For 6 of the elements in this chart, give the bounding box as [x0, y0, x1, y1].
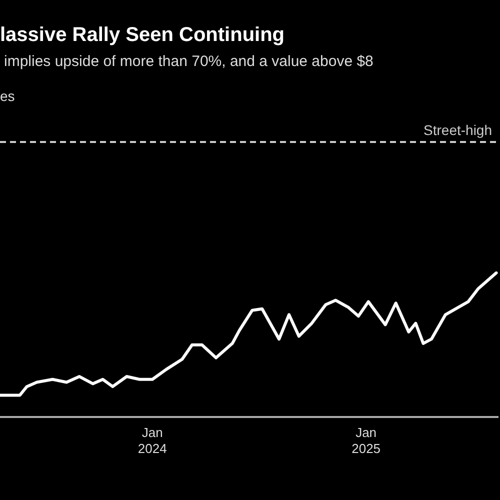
chart-title: lassive Rally Seen Continuing [0, 24, 285, 47]
x-tick-label: Jan 2024 [138, 425, 167, 456]
chart-subtitle: implies upside of more than 70%, and a value above $8 [4, 53, 374, 70]
text: es [0, 88, 15, 104]
x-tick-label: Jan 2025 [352, 425, 381, 456]
ref-line-label: Street-high [424, 122, 492, 138]
